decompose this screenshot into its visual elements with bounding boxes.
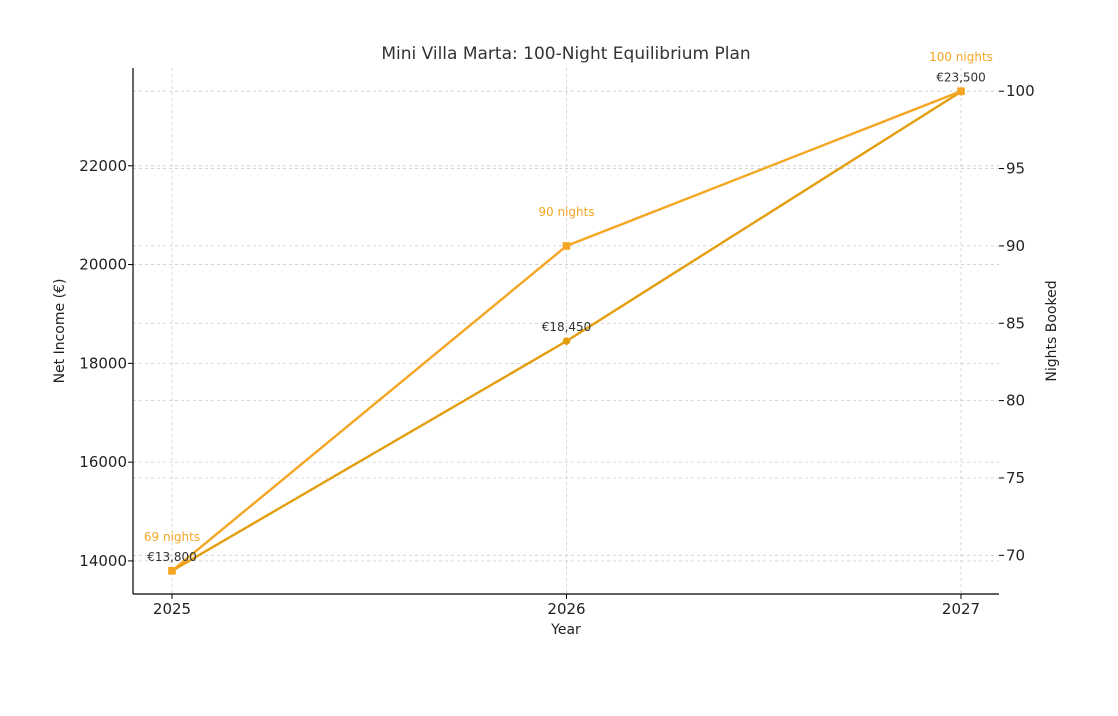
y-axis-left-label: Net Income (€) [52,279,68,384]
y-right-tick-label: 70 [1006,546,1025,564]
y-right-tick-label: 85 [1006,314,1025,332]
nights-data-label: 90 nights [538,205,594,219]
labels-layer: €13,800 €18,450 €23,500 69 nights 90 nights 1… [144,50,993,564]
y-right-tick-label: 90 [1006,237,1025,255]
y-left-tick-label: 22000 [79,157,127,175]
y-right-tick-label: 80 [1006,392,1025,410]
series-layer [168,87,965,575]
chart-title: Mini Villa Marta: 100-Night Equilibrium … [381,44,750,64]
y-right-tick-label: 100 [1006,82,1035,100]
income-point [562,337,571,345]
y-axis-right-label: Nights Booked [1044,280,1060,381]
nights-point [957,87,965,96]
nights-point [168,566,176,575]
income-data-label: €18,450 [542,320,592,334]
x-tick-label: 2026 [547,600,585,618]
y-left-tick-label: 16000 [79,453,127,471]
y-left-tick-label: 18000 [79,354,127,372]
income-data-label: €13,800 [147,550,197,564]
nights-data-label: 69 nights [144,530,200,544]
x-tick-label: 2025 [153,600,191,618]
x-axis-label: Year [550,622,581,638]
axes-layer: 2025 2026 2027 14000 16000 18000 20000 22000 70 7… [79,68,1035,618]
grid-layer [133,68,999,594]
y-right-tick-label: 95 [1006,160,1025,178]
x-tick-label: 2027 [942,600,980,618]
y-right-tick-label: 75 [1006,469,1025,487]
nights-data-label: 100 nights [929,50,993,64]
nights-point [562,242,571,250]
income-data-label: €23,500 [936,71,986,85]
y-left-tick-label: 14000 [79,552,127,570]
y-left-tick-label: 20000 [79,256,127,274]
